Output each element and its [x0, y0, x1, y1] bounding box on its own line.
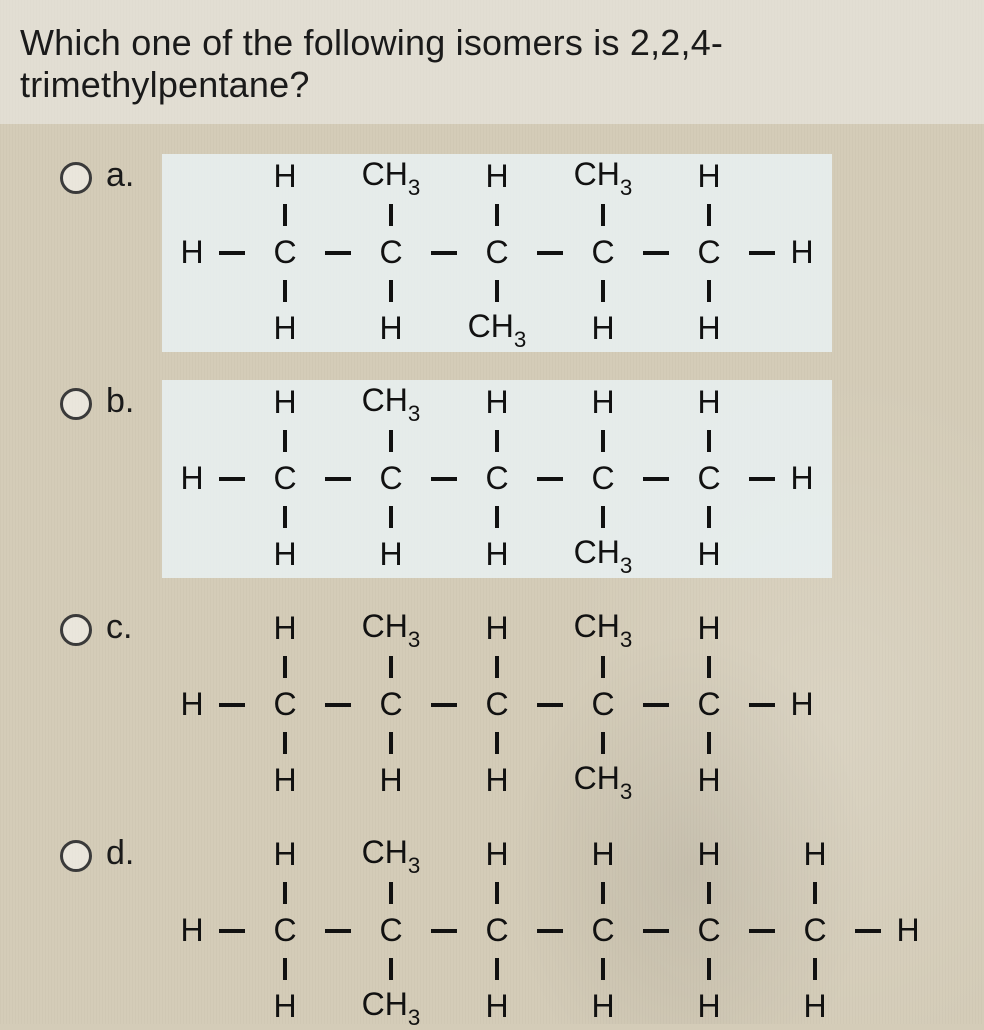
option-label: b. [106, 382, 162, 421]
radio-d[interactable] [60, 840, 92, 872]
option-a[interactable]: a.HCH3HCH3HHCCCCCHHHCH3HH [60, 154, 984, 352]
option-label: c. [106, 608, 162, 647]
option-c[interactable]: c.HCH3HCH3HHCCCCCHHHHCH3H [60, 606, 984, 804]
structure: HCH3HHHHCCCCCHHHHCH3H [162, 380, 832, 578]
radio-b[interactable] [60, 388, 92, 420]
options-container: a.HCH3HCH3HHCCCCCHHHCH3HHb.HCH3HHHHCCCCC… [0, 124, 984, 1030]
question-text: Which one of the following isomers is 2,… [0, 22, 984, 106]
option-d[interactable]: d.HCH3HHHHHCCCCCCHHCH3HHHH [60, 832, 984, 1030]
radio-c[interactable] [60, 614, 92, 646]
structure: HCH3HCH3HHCCCCCHHHCH3HH [162, 154, 832, 352]
option-label: d. [106, 834, 162, 873]
structure: HCH3HCH3HHCCCCCHHHHCH3H [162, 606, 832, 804]
option-b[interactable]: b.HCH3HHHHCCCCCHHHHCH3H [60, 380, 984, 578]
option-label: a. [106, 156, 162, 195]
structure: HCH3HHHHHCCCCCCHHCH3HHHH [162, 832, 938, 1030]
radio-a[interactable] [60, 162, 92, 194]
